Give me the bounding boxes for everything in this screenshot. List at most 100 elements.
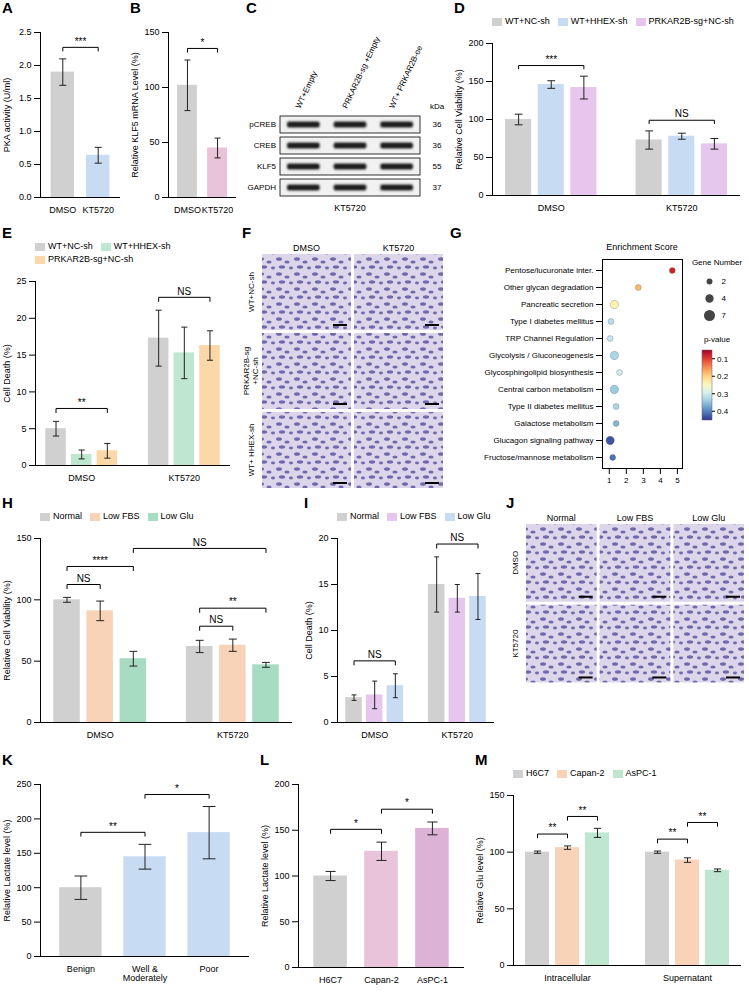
svg-text:Glucagon signaling pathway: Glucagon signaling pathway xyxy=(493,436,593,445)
svg-text:0.3: 0.3 xyxy=(717,390,729,399)
svg-text:PKA activity (U/ml): PKA activity (U/ml) xyxy=(2,78,12,153)
svg-text:100: 100 xyxy=(144,82,159,92)
svg-text:150: 150 xyxy=(16,848,31,858)
svg-text:100: 100 xyxy=(16,595,31,605)
svg-text:Relative Cell Viability (%): Relative Cell Viability (%) xyxy=(2,580,12,680)
svg-text:KT5720: KT5720 xyxy=(217,730,249,740)
svg-text:36: 36 xyxy=(433,120,442,129)
svg-text:KT5720: KT5720 xyxy=(202,205,234,215)
svg-text:0: 0 xyxy=(26,951,31,961)
svg-text:10: 10 xyxy=(16,387,26,397)
svg-text:Glycolysis / Gluconeogenesis: Glycolysis / Gluconeogenesis xyxy=(489,351,594,360)
svg-text:NS: NS xyxy=(77,573,91,584)
svg-text:50: 50 xyxy=(21,917,31,927)
svg-text:0.4: 0.4 xyxy=(717,407,729,416)
svg-text:200: 200 xyxy=(16,814,31,824)
svg-text:2: 2 xyxy=(624,476,629,485)
svg-text:KT5720: KT5720 xyxy=(334,203,366,213)
svg-text:4: 4 xyxy=(722,294,727,303)
svg-text:10: 10 xyxy=(318,625,328,635)
svg-text:150: 150 xyxy=(16,533,31,543)
svg-text:3: 3 xyxy=(641,476,646,485)
svg-text:WT+ PRKAR2B-oe: WT+ PRKAR2B-oe xyxy=(387,44,424,110)
svg-text:DMSO: DMSO xyxy=(174,205,201,215)
svg-text:H6C7: H6C7 xyxy=(319,975,342,985)
svg-text:DMSO: DMSO xyxy=(511,551,520,575)
svg-text:*: * xyxy=(201,37,205,48)
svg-text:Well &Moderately: Well &Moderately xyxy=(123,964,168,983)
svg-text:36: 36 xyxy=(433,141,442,150)
svg-text:NS: NS xyxy=(675,108,689,119)
svg-text:**: ** xyxy=(109,821,117,832)
svg-text:Type II diabetes mellitus: Type II diabetes mellitus xyxy=(508,402,594,411)
svg-text:Benign: Benign xyxy=(67,964,95,974)
svg-text:NS: NS xyxy=(209,614,223,625)
svg-text:100: 100 xyxy=(16,883,31,893)
svg-text:2.5: 2.5 xyxy=(19,27,32,37)
svg-text:0: 0 xyxy=(21,460,26,470)
svg-text:Low FBS: Low FBS xyxy=(617,513,654,523)
svg-text:pCREB: pCREB xyxy=(249,120,276,129)
svg-text:15: 15 xyxy=(16,350,26,360)
svg-text:Pancreatic secretion: Pancreatic secretion xyxy=(521,300,593,309)
svg-text:AsPC-1: AsPC-1 xyxy=(417,975,448,985)
svg-text:DMSO: DMSO xyxy=(293,243,320,253)
svg-text:2: 2 xyxy=(722,277,727,286)
svg-text:**: ** xyxy=(78,397,86,408)
svg-text:5: 5 xyxy=(675,476,680,485)
svg-text:DMSO: DMSO xyxy=(68,473,95,483)
svg-text:Central carbon metabolism: Central carbon metabolism xyxy=(498,385,594,394)
svg-text:55: 55 xyxy=(433,162,442,171)
svg-text:GAPDH: GAPDH xyxy=(248,183,277,192)
svg-text:0: 0 xyxy=(478,190,483,200)
svg-text:Relative Lactate level (%): Relative Lactate level (%) xyxy=(2,819,12,921)
svg-text:WT+NC-sh: WT+NC-sh xyxy=(247,272,256,312)
svg-text:37: 37 xyxy=(433,183,442,192)
svg-text:WT+Empty: WT+Empty xyxy=(294,70,319,110)
svg-text:PRKAR2B-sg+NC-sh: PRKAR2B-sg+NC-sh xyxy=(242,347,260,395)
svg-text:Poor: Poor xyxy=(200,964,219,974)
svg-text:150: 150 xyxy=(274,825,289,835)
svg-text:2.0: 2.0 xyxy=(19,60,32,70)
svg-text:WT+ HHEX-sh: WT+ HHEX-sh xyxy=(247,424,256,477)
svg-text:*: * xyxy=(175,783,179,794)
svg-text:NS: NS xyxy=(450,532,464,543)
svg-text:0: 0 xyxy=(499,960,504,970)
svg-text:Capan-2: Capan-2 xyxy=(364,975,399,985)
svg-text:***: *** xyxy=(75,36,87,47)
svg-text:Cell Death (%): Cell Death (%) xyxy=(2,344,12,403)
svg-text:50: 50 xyxy=(494,904,504,914)
svg-text:100: 100 xyxy=(274,871,289,881)
svg-text:*: * xyxy=(405,797,409,808)
svg-text:KT5720: KT5720 xyxy=(511,629,520,658)
svg-text:1: 1 xyxy=(607,476,612,485)
svg-text:Type I diabetes mellitus: Type I diabetes mellitus xyxy=(510,317,594,326)
svg-text:250: 250 xyxy=(16,779,31,789)
svg-text:**: ** xyxy=(579,805,587,816)
svg-text:0.2: 0.2 xyxy=(717,372,729,381)
svg-text:50: 50 xyxy=(473,152,483,162)
svg-text:0: 0 xyxy=(26,717,31,727)
svg-text:20: 20 xyxy=(318,533,328,543)
svg-text:0: 0 xyxy=(284,962,289,972)
svg-text:15: 15 xyxy=(318,579,328,589)
svg-text:CREB: CREB xyxy=(254,141,276,150)
svg-text:DMSO: DMSO xyxy=(87,730,114,740)
svg-text:100: 100 xyxy=(468,114,483,124)
svg-text:150: 150 xyxy=(144,27,159,37)
svg-text:5: 5 xyxy=(323,671,328,681)
svg-text:20: 20 xyxy=(16,313,26,323)
svg-text:**: ** xyxy=(669,827,677,838)
svg-text:Low Glu: Low Glu xyxy=(692,513,725,523)
svg-text:25: 25 xyxy=(16,276,26,286)
svg-text:PRKAR2B-sg +Empty: PRKAR2B-sg +Empty xyxy=(341,35,382,110)
svg-text:5: 5 xyxy=(21,424,26,434)
svg-text:50: 50 xyxy=(21,656,31,666)
svg-text:KT5720: KT5720 xyxy=(82,205,114,215)
svg-text:150: 150 xyxy=(489,790,504,800)
svg-text:Relative KLF5 mRNA Level (%): Relative KLF5 mRNA Level (%) xyxy=(130,52,140,178)
svg-text:**: ** xyxy=(699,811,707,822)
svg-text:200: 200 xyxy=(274,779,289,789)
svg-text:Normal: Normal xyxy=(547,513,576,523)
svg-text:****: **** xyxy=(92,555,108,566)
